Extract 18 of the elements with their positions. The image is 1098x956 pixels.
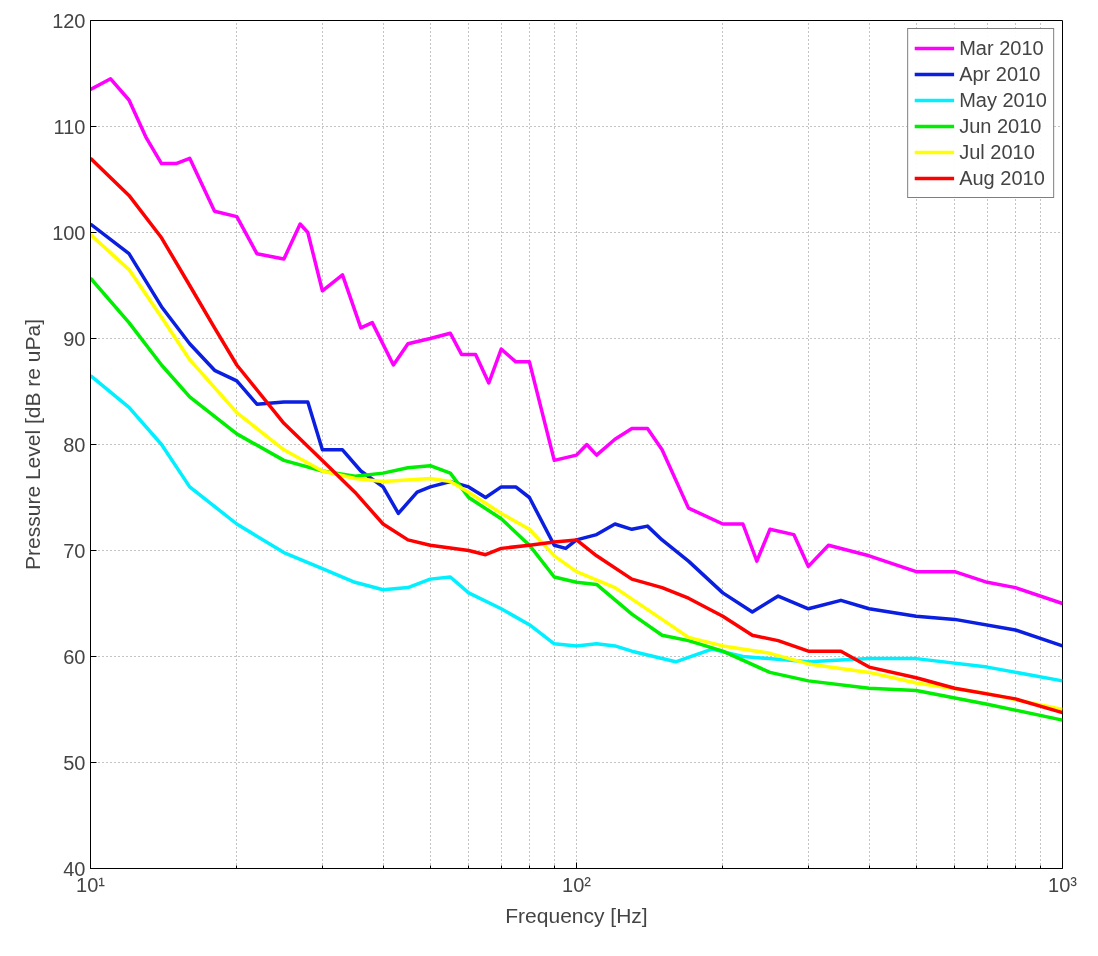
legend-label: Jun 2010 <box>959 113 1042 139</box>
y-tick-label: 120 <box>52 9 86 32</box>
y-tick-label: 110 <box>53 115 86 138</box>
legend-label: Aug 2010 <box>959 165 1045 191</box>
legend-label: May 2010 <box>959 87 1047 113</box>
y-axis-title: Pressure Level [dB re uPa] <box>21 319 45 570</box>
y-tick-label: 70 <box>63 539 86 562</box>
legend-label: Mar 2010 <box>959 35 1044 61</box>
legend-label: Jul 2010 <box>959 139 1035 165</box>
y-tick-label: 80 <box>63 433 86 456</box>
legend-label: Apr 2010 <box>959 61 1041 87</box>
y-tick-label: 60 <box>63 645 86 668</box>
x-tick-label: 10³ <box>1048 873 1078 896</box>
x-axis-title: Frequency [Hz] <box>505 903 648 927</box>
y-tick-label: 90 <box>63 327 86 350</box>
x-tick-label: 10² <box>562 873 592 896</box>
y-tick-label: 50 <box>63 751 86 774</box>
y-tick-label: 100 <box>52 221 86 244</box>
